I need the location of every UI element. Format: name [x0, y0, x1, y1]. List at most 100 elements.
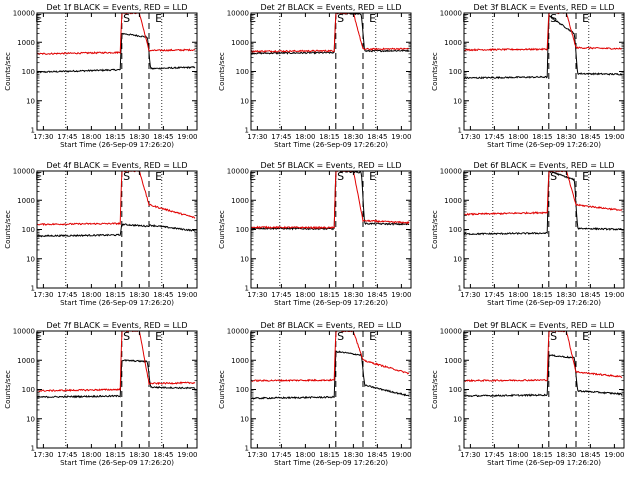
x-tick-label: 18:00: [81, 451, 101, 459]
marker-label-e: E: [582, 12, 589, 25]
x-tick-label: 18:45: [367, 291, 387, 299]
y-tick-label: 10: [240, 255, 249, 263]
x-tick-label: 17:45: [271, 291, 291, 299]
plot-frame: [250, 330, 412, 449]
y-tick-label: 100: [236, 226, 249, 234]
marker-label-e: E: [369, 170, 376, 183]
y-axis-label: Counts/sec: [431, 52, 439, 91]
x-tick-label: 18:45: [153, 133, 173, 141]
x-tick-label: 18:30: [129, 133, 149, 141]
series-lld-line: [251, 13, 410, 53]
x-tick-label: 19:00: [391, 291, 411, 299]
x-tick-label: 17:30: [33, 451, 53, 459]
marker-label-e: E: [249, 170, 256, 183]
panel-title: Det 1f BLACK = Events, RED = LLD: [46, 3, 187, 12]
y-axis-label: Counts/sec: [4, 370, 12, 409]
x-tick-label: 17:30: [460, 451, 480, 459]
y-tick-label: 10000: [227, 328, 249, 336]
x-tick-label: 18:45: [153, 451, 173, 459]
series-events-line: [464, 353, 623, 398]
panel-title: Det 3f BLACK = Events, RED = LLD: [473, 3, 614, 12]
y-tick-label: 10: [240, 97, 249, 105]
x-tick-label: 18:45: [367, 133, 387, 141]
y-tick-label: 1: [245, 127, 249, 135]
y-tick-label: 10000: [440, 168, 462, 176]
x-tick-label: 18:45: [367, 451, 387, 459]
plot-frame: [250, 170, 412, 289]
y-tick-label: 1: [245, 445, 249, 453]
y-tick-label: 10: [453, 415, 462, 423]
marker-label-s: S: [123, 12, 130, 25]
y-axis-label: Counts/sec: [4, 52, 12, 91]
y-axis-label: Counts/sec: [218, 370, 226, 409]
x-tick-label: 18:30: [343, 451, 363, 459]
marker-label-s: S: [337, 12, 344, 25]
plot-frame: [250, 12, 412, 131]
x-tick-label: 18:45: [153, 291, 173, 299]
x-tick-label: 18:15: [319, 451, 339, 459]
marker-label-e: E: [582, 330, 589, 343]
y-tick-label: 1000: [231, 357, 249, 365]
x-tick-label: 19:00: [391, 133, 411, 141]
series-events-line: [37, 32, 196, 74]
series-lld-line: [251, 171, 410, 230]
y-tick-label: 100: [449, 68, 462, 76]
y-tick-label: 10: [453, 255, 462, 263]
series-lld-line: [464, 331, 623, 383]
y-tick-label: 100: [449, 226, 462, 234]
y-tick-label: 1000: [444, 357, 462, 365]
series-events-line: [464, 15, 623, 80]
x-tick-label: 17:45: [484, 451, 504, 459]
y-tick-label: 10: [26, 415, 35, 423]
panel-title: Det 7f BLACK = Events, RED = LLD: [46, 321, 187, 330]
panel-title: Det 6f BLACK = Events, RED = LLD: [473, 161, 614, 170]
y-tick-label: 100: [22, 68, 35, 76]
series-events-line: [251, 171, 410, 231]
x-tick-label: 18:30: [129, 291, 149, 299]
y-tick-label: 1: [245, 285, 249, 293]
x-tick-label: 17:30: [460, 133, 480, 141]
x-tick-label: 19:00: [604, 451, 624, 459]
x-axis-label: Start Time (26-Sep-09 17:26:20): [274, 459, 388, 467]
y-tick-label: 1000: [231, 39, 249, 47]
y-axis-label: Counts/sec: [431, 370, 439, 409]
marker-label-s: S: [337, 330, 344, 343]
x-tick-label: 19:00: [391, 451, 411, 459]
x-tick-label: 19:00: [177, 291, 197, 299]
marker-label-e: E: [35, 12, 42, 25]
y-axis-label: Counts/sec: [218, 52, 226, 91]
x-tick-label: 17:45: [57, 133, 77, 141]
y-tick-label: 1000: [231, 197, 249, 205]
marker-label-e: E: [462, 330, 469, 343]
x-tick-label: 18:45: [580, 291, 600, 299]
x-tick-label: 17:30: [247, 133, 267, 141]
y-tick-label: 10000: [13, 328, 35, 336]
series-events-line: [251, 350, 410, 400]
x-tick-label: 18:30: [343, 133, 363, 141]
x-tick-label: 18:15: [105, 451, 125, 459]
x-tick-label: 17:30: [33, 291, 53, 299]
x-tick-label: 18:00: [508, 291, 528, 299]
x-tick-label: 17:45: [271, 133, 291, 141]
y-tick-label: 10000: [440, 328, 462, 336]
x-tick-label: 19:00: [604, 291, 624, 299]
marker-label-e: E: [462, 12, 469, 25]
panel-title: Det 2f BLACK = Events, RED = LLD: [260, 3, 401, 12]
x-tick-label: 18:15: [319, 291, 339, 299]
x-tick-label: 18:45: [580, 133, 600, 141]
marker-label-e: E: [249, 12, 256, 25]
y-tick-label: 100: [22, 226, 35, 234]
y-tick-label: 10000: [227, 10, 249, 18]
x-tick-label: 18:30: [129, 451, 149, 459]
x-axis-label: Start Time (26-Sep-09 17:26:20): [487, 459, 601, 467]
series-lld-line: [464, 13, 623, 52]
y-tick-label: 10000: [13, 10, 35, 18]
y-tick-label: 1: [31, 445, 35, 453]
x-tick-label: 17:30: [33, 133, 53, 141]
x-tick-label: 18:15: [532, 451, 552, 459]
